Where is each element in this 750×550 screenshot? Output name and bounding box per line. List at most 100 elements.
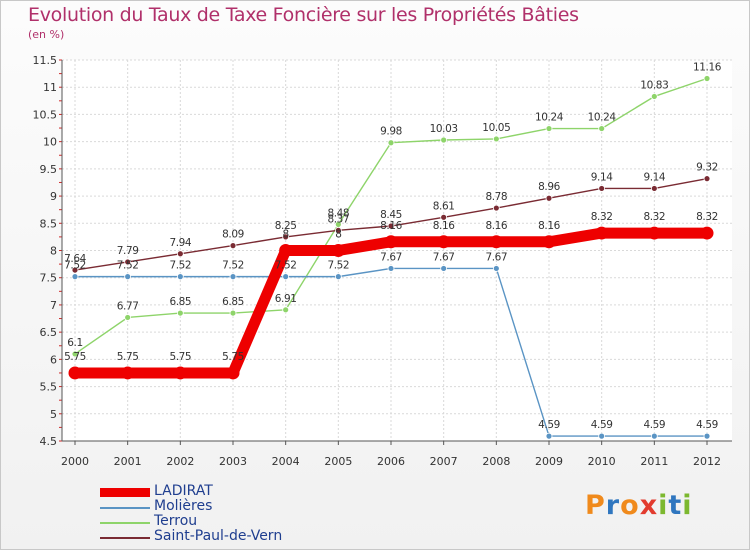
data-label-saint-paul-de-vern: 8.61 (433, 200, 455, 212)
data-labels-layer: 5.75 5.75 5.75 5.75 8 8 8.16 8.16 8.16 8.16 8.32 8.… (64, 62, 722, 432)
logo-letter: t (668, 490, 683, 521)
data-label-saint-paul-de-vern: 9.14 (591, 171, 613, 183)
legend-swatch (100, 537, 150, 539)
data-point-ladirat (331, 244, 345, 257)
proxiti-logo: Proxiti (585, 490, 693, 521)
data-label-saint-paul-de-vern: 9.14 (643, 171, 665, 183)
data-label-terrou: 6.85 (222, 296, 244, 308)
data-label-terrou: 10.05 (482, 122, 510, 134)
x-tick-label: 2007 (430, 455, 458, 468)
data-label-moli-res: 4.59 (643, 419, 665, 431)
data-point-ladirat (173, 366, 187, 380)
data-label-terrou: 6.77 (117, 300, 139, 312)
data-point-moli-res (124, 273, 132, 281)
x-tick-label: 2006 (377, 455, 405, 468)
data-label-terrou: 6.91 (275, 293, 297, 305)
x-tick-label: 2001 (114, 455, 142, 468)
data-point-saint-paul-de-vern (650, 185, 658, 192)
logo-letter: o (620, 490, 640, 521)
y-tick-label: 9.5 (40, 163, 58, 176)
data-label-ladirat: 8.32 (643, 211, 665, 223)
x-tick-label: 2010 (588, 455, 616, 468)
data-point-saint-paul-de-vern (545, 194, 553, 202)
data-point-terrou (598, 125, 606, 132)
y-tick-label: 8 (50, 245, 57, 258)
logo-letter: i (682, 490, 693, 521)
data-label-moli-res: 7.52 (117, 260, 139, 272)
data-label-moli-res: 7.52 (64, 260, 86, 272)
series-layer (68, 75, 714, 440)
data-label-ladirat: 8 (283, 229, 289, 241)
data-point-saint-paul-de-vern (71, 266, 79, 274)
data-label-terrou: 10.24 (588, 112, 617, 124)
data-label-moli-res: 7.67 (380, 251, 402, 263)
data-label-terrou: 9.98 (380, 126, 402, 138)
data-point-moli-res (282, 273, 290, 281)
legend: LADIRAT Molières Terrou Saint-Paul-de-Vern (100, 483, 360, 545)
data-label-terrou: 10.03 (430, 123, 458, 135)
data-point-saint-paul-de-vern (334, 226, 342, 234)
y-tick-label: 9 (50, 190, 57, 203)
data-label-moli-res: 7.52 (327, 260, 349, 272)
data-label-saint-paul-de-vern: 8.96 (538, 181, 560, 193)
data-label-ladirat: 8.16 (433, 220, 455, 232)
data-label-moli-res: 7.67 (485, 251, 507, 263)
legend-swatch (100, 522, 150, 524)
data-label-ladirat: 5.75 (117, 351, 139, 363)
data-point-saint-paul-de-vern (124, 258, 132, 266)
y-tick-label: 11 (43, 81, 57, 94)
data-label-moli-res: 4.59 (696, 419, 718, 431)
data-label-ladirat: 8 (335, 229, 341, 241)
data-label-terrou: 10.24 (535, 112, 564, 124)
data-point-terrou (71, 350, 79, 358)
data-point-moli-res (176, 273, 184, 281)
data-point-ladirat (226, 366, 240, 380)
legend-swatch (100, 488, 150, 497)
axes: 4.5 5 5.5 6 6.5 7 7.5 8 8.5 9 9.5 10 10.5 11 11.5 2000 2… (33, 54, 732, 468)
data-label-ladirat: 8.16 (538, 220, 560, 232)
series-terrou (71, 75, 711, 358)
legend-item-terrou: Terrou (100, 513, 360, 530)
data-point-moli-res (598, 432, 606, 440)
data-point-saint-paul-de-vern (440, 213, 448, 221)
data-label-saint-paul-de-vern: 8.45 (380, 209, 402, 221)
data-point-ladirat (700, 226, 714, 240)
data-point-saint-paul-de-vern (598, 185, 606, 192)
x-tick-label: 2002 (166, 455, 194, 468)
data-label-moli-res: 4.59 (591, 419, 613, 431)
series-saint-paul-de-vern (71, 175, 711, 274)
data-label-saint-paul-de-vern: 8.09 (222, 229, 244, 241)
legend-item-saint-paul-de-vern: Saint-Paul-de-Vern (100, 528, 360, 545)
legend-label: LADIRAT (154, 483, 213, 499)
x-tick-label: 2012 (693, 455, 721, 468)
data-label-ladirat: 5.75 (169, 351, 191, 363)
y-tick-label: 7.5 (40, 272, 58, 285)
data-point-ladirat (542, 235, 556, 249)
x-tick-label: 2009 (535, 455, 563, 468)
data-point-ladirat (279, 244, 293, 257)
data-label-moli-res: 7.52 (222, 260, 244, 272)
logo-letter: i (658, 490, 669, 521)
logo-letter: P (585, 490, 606, 521)
data-point-moli-res (71, 273, 79, 281)
data-label-moli-res: 7.67 (433, 251, 455, 263)
data-point-moli-res (545, 432, 553, 440)
x-tick-label: 2000 (61, 455, 89, 468)
data-label-terrou: 6.1 (67, 337, 83, 349)
data-label-saint-paul-de-vern: 7.79 (117, 245, 139, 257)
series-moli-res (71, 265, 711, 440)
logo-letter: r (605, 490, 621, 521)
data-point-moli-res (703, 432, 711, 440)
data-point-moli-res (387, 265, 395, 272)
data-point-terrou (229, 309, 237, 317)
data-point-moli-res (492, 265, 500, 272)
data-label-moli-res: 7.52 (169, 260, 191, 272)
y-tick-label: 10 (43, 136, 57, 149)
data-point-saint-paul-de-vern (703, 175, 711, 183)
data-label-ladirat: 5.75 (64, 351, 86, 363)
data-point-terrou (176, 309, 184, 317)
x-tick-label: 2005 (324, 455, 352, 468)
y-tick-label: 5.5 (40, 381, 58, 394)
data-label-saint-paul-de-vern: 8.37 (327, 213, 349, 225)
